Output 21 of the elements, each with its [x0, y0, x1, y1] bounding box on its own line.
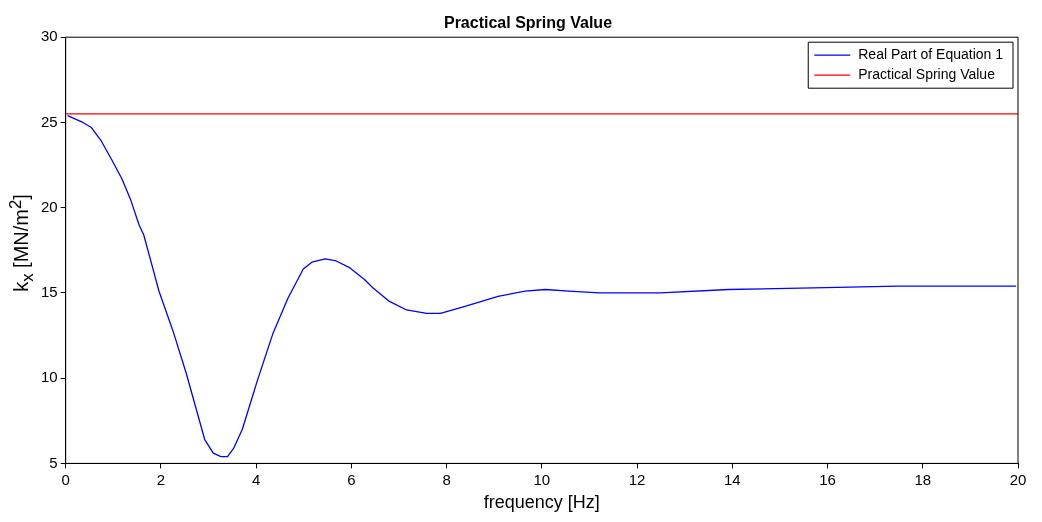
- x-tick-label: 14: [723, 470, 741, 488]
- x-tick-label: 12: [628, 470, 646, 488]
- x-tick-label: 2: [156, 470, 166, 488]
- x-tick-label: 6: [347, 470, 356, 488]
- x-tick-label: 8: [442, 470, 451, 488]
- x-tick-label: 20: [1009, 470, 1027, 488]
- y-tick-label: 15: [41, 283, 58, 301]
- x-tick-label: 10: [533, 470, 551, 488]
- x-axis-title: frequency [Hz]: [483, 492, 600, 513]
- y-tick-label: 25: [41, 112, 58, 130]
- legend-label: Practical Spring Value: [858, 66, 996, 83]
- x-tick-label: 18: [914, 470, 932, 488]
- x-tick-label: 0: [61, 470, 70, 488]
- legend-label: Real Part of Equation 1: [858, 46, 1004, 63]
- y-tick-label: 5: [49, 453, 58, 471]
- y-tick-label: 30: [41, 27, 58, 45]
- x-tick-label: 16: [819, 470, 836, 488]
- y-tick-label: 10: [41, 368, 58, 386]
- chart-title: Practical Spring Value: [443, 14, 613, 32]
- y-tick-label: 20: [41, 197, 58, 215]
- x-tick-label: 4: [251, 470, 261, 488]
